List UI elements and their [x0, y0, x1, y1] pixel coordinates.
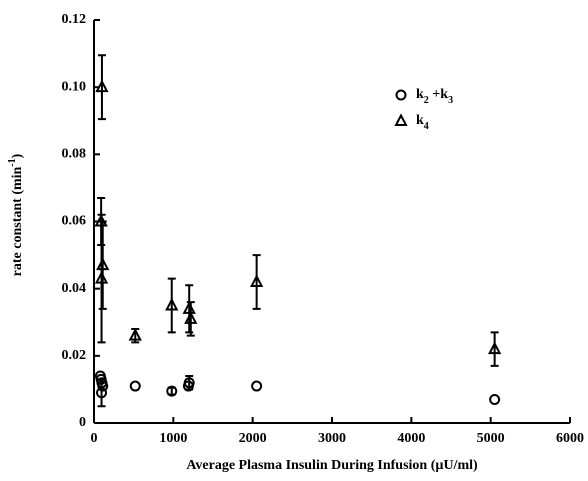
legend-marker — [394, 113, 408, 126]
data-point — [489, 393, 501, 405]
y-tick-label: 0.02 — [62, 348, 87, 363]
data-point — [251, 380, 263, 392]
legend-marker — [395, 89, 407, 101]
error-bar — [97, 213, 106, 344]
data-point — [182, 380, 194, 392]
data-point — [129, 380, 141, 392]
x-tick-label: 4000 — [397, 431, 425, 446]
data-point — [166, 385, 178, 397]
data-point — [97, 380, 109, 392]
error-bar — [252, 254, 261, 310]
data-point — [487, 341, 502, 355]
y-tick-label: 0.12 — [62, 12, 87, 27]
error-bar — [98, 220, 107, 310]
x-tick-label: 5000 — [477, 431, 505, 446]
x-tick-label: 6000 — [556, 431, 584, 446]
data-point — [184, 311, 198, 324]
x-tick-label: 2000 — [239, 431, 267, 446]
y-tick-label: 0.10 — [62, 79, 87, 94]
data-point — [96, 387, 108, 399]
y-tick-label: 0 — [79, 415, 86, 430]
error-bar — [97, 54, 106, 121]
data-point — [96, 257, 110, 271]
error-bar — [490, 331, 499, 367]
x-tick-label: 0 — [91, 431, 98, 446]
data-point — [165, 297, 179, 311]
error-bar — [185, 284, 194, 334]
x-tick-label: 3000 — [318, 431, 346, 446]
legend-label: k4 — [416, 113, 429, 132]
y-tick-label: 0.04 — [62, 281, 87, 296]
legend-label: k2 +k3 — [416, 87, 453, 106]
y-axis-label: rate constant (min-1) — [7, 153, 25, 276]
data-point — [249, 274, 264, 287]
error-bar — [167, 277, 176, 334]
data-point — [95, 79, 109, 93]
data-point — [128, 328, 142, 341]
error-bar — [186, 301, 195, 337]
x-axis-label: Average Plasma Insulin During Infusion (… — [186, 458, 478, 473]
y-tick-label: 0.08 — [62, 147, 87, 162]
data-point — [94, 270, 109, 284]
error-bar — [97, 378, 106, 408]
x-tick-label: 1000 — [159, 431, 187, 446]
y-tick-label: 0.06 — [62, 214, 87, 229]
